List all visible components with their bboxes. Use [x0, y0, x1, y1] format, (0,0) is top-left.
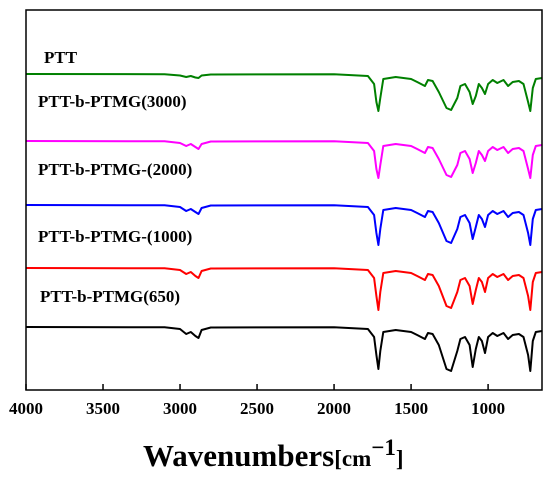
series-label-5: PTT-b-PTMG(650) — [40, 287, 180, 306]
x-tick-label: 3500 — [86, 399, 120, 418]
series-line-1 — [25, 73, 543, 112]
plot-frame — [25, 9, 543, 391]
x-axis-label: Wavenumbers[cm−1] — [143, 435, 404, 473]
x-axis-unit-open: [ — [334, 446, 342, 471]
series-line-5 — [25, 326, 543, 372]
x-axis-unit-base: cm — [342, 446, 371, 471]
series-label-1: PTT — [44, 48, 78, 67]
series-labels-group: PTT PTT-b-PTMG(3000) PTT-b-PTMG-(2000) PTT-… — [38, 48, 192, 306]
series-line-4 — [25, 267, 543, 311]
x-tick-label: 1000 — [471, 399, 505, 418]
series-line-3 — [25, 204, 543, 246]
series-label-3: PTT-b-PTMG-(2000) — [38, 160, 192, 179]
x-axis-label-text: Wavenumbers — [143, 438, 334, 473]
x-tick-label: 2500 — [240, 399, 274, 418]
x-tick-label: 1500 — [394, 399, 428, 418]
traces-group — [25, 73, 543, 372]
x-axis-unit-exponent: −1 — [371, 435, 396, 460]
x-tick-label: 2000 — [317, 399, 351, 418]
series-label-4: PTT-b-PTMG-(1000) — [38, 227, 192, 246]
x-axis-unit-close: ] — [396, 446, 404, 471]
x-tick-label: 3000 — [163, 399, 197, 418]
series-line-2 — [25, 140, 543, 179]
x-tick-label: 4000 — [9, 399, 43, 418]
series-label-2: PTT-b-PTMG(3000) — [38, 92, 187, 111]
x-ticks-group: 4000 3500 3000 2500 2000 1500 1000 — [9, 384, 505, 418]
